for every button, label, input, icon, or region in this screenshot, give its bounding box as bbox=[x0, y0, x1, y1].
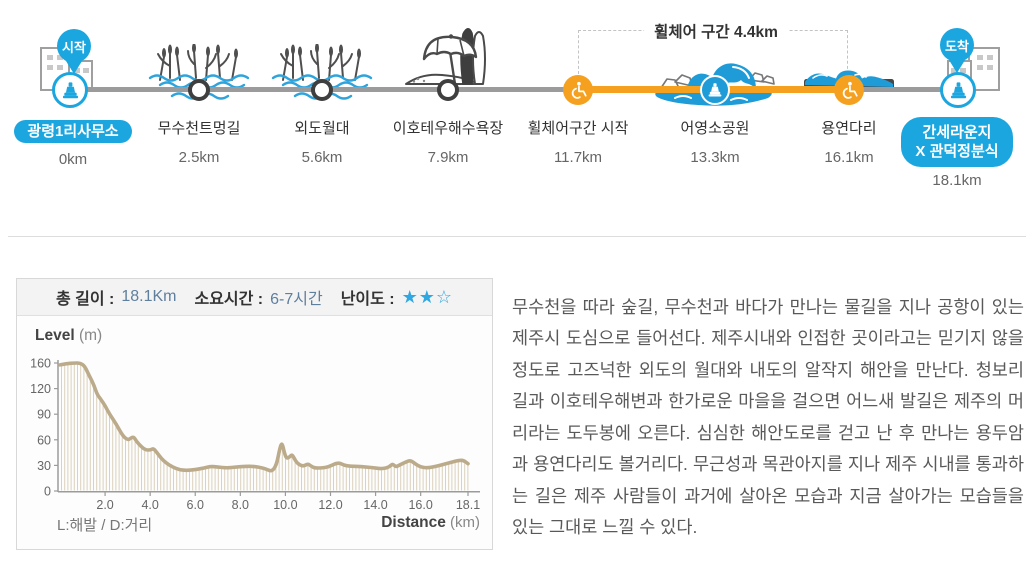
stop-marker bbox=[188, 79, 210, 101]
legend-note: L:해발 / D:거리 bbox=[57, 517, 153, 534]
waypoint: 무수천트멍길 2.5km bbox=[119, 120, 279, 166]
waypoint: 용연다리 16.1km bbox=[769, 120, 929, 166]
svg-text:18.1: 18.1 bbox=[456, 498, 480, 512]
waypoint-name: 어영소공원 bbox=[680, 120, 750, 137]
finish-badge: 간세라운지 X 관덕정분식 bbox=[901, 117, 1013, 167]
wheelchair-bracket-right bbox=[847, 30, 848, 74]
waypoint-distance: 18.1km bbox=[932, 172, 982, 189]
start-stop-marker bbox=[52, 72, 88, 108]
finish-badge-line1: 간세라운지 bbox=[922, 124, 992, 141]
elevation-chart-panel: 총 길이 : 18.1Km 소요시간 : 6-7시간 난이도 : ★★☆ Lev… bbox=[16, 278, 493, 550]
start-badge: 광령1리사무소 bbox=[14, 120, 132, 143]
waypoint: 어영소공원 13.3km bbox=[635, 120, 795, 166]
duration-label: 소요시간 : bbox=[194, 291, 264, 308]
route-line bbox=[60, 87, 958, 92]
wheelchair-bracket-left bbox=[578, 30, 579, 74]
total-length-label: 총 길이 : bbox=[55, 291, 115, 308]
wheelchair-icon bbox=[571, 80, 587, 99]
svg-text:0: 0 bbox=[44, 485, 51, 499]
svg-text:16.0: 16.0 bbox=[408, 498, 432, 512]
course-description: 무수천을 따라 숲길, 무수천과 바다가 만나는 물길을 지나 공항이 있는 제… bbox=[512, 296, 1024, 538]
stamp-icon bbox=[708, 83, 722, 97]
svg-text:2.0: 2.0 bbox=[96, 498, 113, 512]
park-stop-marker bbox=[700, 75, 730, 105]
waypoint-distance: 0km bbox=[58, 151, 88, 168]
start-pin: 시작 bbox=[57, 29, 91, 63]
elevation-profile-chart: 0 30 60 90 120 160 2.0 4.0 6.0 8.0 10.0 12.0 14.0 16.… bbox=[30, 358, 480, 512]
wheelchair-stop-marker bbox=[563, 75, 593, 105]
waypoint: 외도월대 5.6km bbox=[242, 120, 402, 166]
wheelchair-icon bbox=[842, 80, 858, 99]
start-pin-label: 시작 bbox=[62, 39, 86, 55]
duration-value: 6-7시간 bbox=[270, 291, 323, 308]
stamp-icon bbox=[62, 81, 78, 98]
svg-text:8.0: 8.0 bbox=[232, 498, 249, 512]
svg-text:30: 30 bbox=[37, 459, 51, 473]
svg-text:120: 120 bbox=[30, 382, 51, 396]
chart-footer: L:해발 / D:거리 Distance (km) bbox=[57, 514, 480, 535]
beach-icon bbox=[405, 28, 486, 86]
difficulty-label: 난이도 : bbox=[340, 291, 395, 308]
wheelchair-section-label: 휠체어 구간 4.4km bbox=[644, 20, 788, 42]
stop-marker bbox=[437, 79, 459, 101]
waypoint: 휠체어구간 시작 11.7km bbox=[498, 120, 658, 166]
svg-text:160: 160 bbox=[30, 358, 51, 371]
waypoint-distance: 16.1km bbox=[824, 149, 874, 166]
finish-pin-label: 도착 bbox=[945, 38, 969, 54]
finish-stop-marker bbox=[940, 72, 976, 108]
total-length-value: 18.1Km bbox=[121, 288, 177, 305]
finish-badge-line2: X 관덕정분식 bbox=[915, 143, 999, 160]
y-axis-title-bold: Level bbox=[35, 327, 75, 344]
stamp-icon bbox=[950, 81, 966, 98]
svg-text:4.0: 4.0 bbox=[141, 498, 158, 512]
waypoint-name: 외도월대 bbox=[294, 120, 350, 137]
y-axis-title-unit: (m) bbox=[78, 327, 103, 344]
waypoint-distance: 2.5km bbox=[178, 149, 220, 166]
waypoint-name: 휠체어구간 시작 bbox=[527, 120, 629, 137]
waypoint-start: 광령1리사무소 0km bbox=[0, 120, 153, 168]
difficulty-stars: ★★☆ bbox=[401, 287, 454, 307]
waypoint-finish: 간세라운지 X 관덕정분식 18.1km bbox=[877, 117, 1034, 189]
svg-text:10.0: 10.0 bbox=[273, 498, 297, 512]
waypoint-distance: 5.6km bbox=[301, 149, 343, 166]
wheelchair-stop-marker bbox=[834, 75, 864, 105]
course-summary-bar: 총 길이 : 18.1Km 소요시간 : 6-7시간 난이도 : ★★☆ bbox=[17, 279, 492, 316]
x-axis-title-unit: (km) bbox=[450, 514, 480, 531]
x-axis-title: Distance (km) bbox=[381, 514, 480, 535]
y-axis-title: Level (m) bbox=[35, 327, 102, 345]
waypoint-distance: 11.7km bbox=[553, 149, 603, 166]
finish-pin: 도착 bbox=[940, 28, 974, 62]
waypoint-name: 용연다리 bbox=[821, 120, 877, 137]
stop-marker bbox=[311, 79, 333, 101]
x-axis-title-bold: Distance bbox=[381, 514, 446, 531]
waypoint-name: 무수천트멍길 bbox=[157, 120, 241, 137]
waypoint-distance: 13.3km bbox=[690, 149, 740, 166]
svg-text:90: 90 bbox=[37, 408, 51, 422]
svg-text:14.0: 14.0 bbox=[363, 498, 387, 512]
svg-text:12.0: 12.0 bbox=[318, 498, 342, 512]
section-divider bbox=[8, 236, 1026, 237]
waypoint-distance: 7.9km bbox=[427, 149, 469, 166]
svg-text:6.0: 6.0 bbox=[187, 498, 204, 512]
svg-text:60: 60 bbox=[37, 433, 51, 447]
waypoint-name: 이호테우해수욕장 bbox=[392, 120, 504, 137]
waypoint: 이호테우해수욕장 7.9km bbox=[368, 120, 528, 166]
